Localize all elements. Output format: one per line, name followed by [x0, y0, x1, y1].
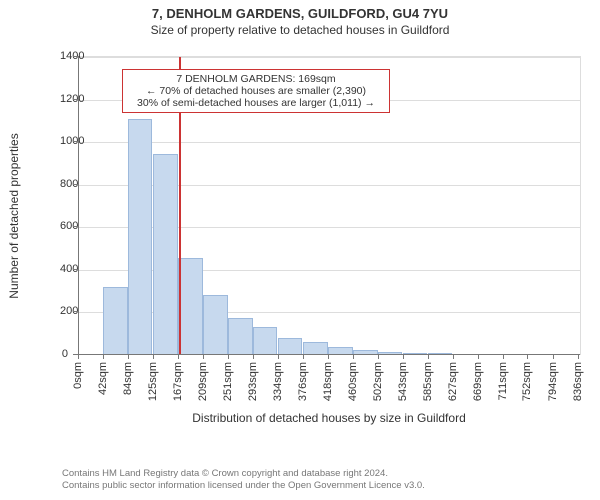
x-tick-label: 0sqm	[72, 362, 84, 389]
y-tick-label: 800	[60, 178, 68, 190]
footer-attribution: Contains HM Land Registry data © Crown c…	[62, 468, 425, 493]
x-tick-label: 836sqm	[572, 362, 584, 401]
info-box-line: ← 70% of detached houses are smaller (2,…	[131, 85, 381, 97]
y-axis-line	[78, 56, 79, 354]
info-box-line: 30% of semi-detached houses are larger (…	[131, 97, 381, 109]
chart-area: 7 DENHOLM GARDENS: 169sqm← 70% of detach…	[60, 52, 585, 452]
histogram-bar	[128, 119, 152, 355]
x-tick-label: 209sqm	[197, 362, 209, 401]
histogram-bar	[253, 327, 277, 355]
gridline	[78, 142, 580, 143]
x-tick-label: 794sqm	[547, 362, 559, 401]
x-tick-label: 376sqm	[297, 362, 309, 401]
x-tick-label: 251sqm	[222, 362, 234, 401]
y-tick-label: 1200	[60, 93, 68, 105]
y-tick-label: 1400	[60, 50, 68, 62]
histogram-bar	[153, 154, 178, 355]
x-tick-label: 418sqm	[322, 362, 334, 401]
x-tick-label: 669sqm	[472, 362, 484, 401]
x-tick-label: 543sqm	[397, 362, 409, 401]
histogram-bar	[203, 295, 228, 355]
x-tick-label: 42sqm	[97, 362, 109, 395]
x-tick-label: 711sqm	[497, 362, 509, 400]
x-tick-label: 125sqm	[147, 362, 159, 401]
y-tick-label: 400	[60, 263, 68, 275]
x-tick-label: 167sqm	[172, 362, 184, 401]
info-box-line: 7 DENHOLM GARDENS: 169sqm	[131, 73, 381, 85]
x-tick-label: 627sqm	[447, 362, 459, 401]
y-tick-label: 1000	[60, 135, 68, 147]
histogram-bar	[178, 258, 203, 355]
histogram-bar	[278, 338, 303, 355]
x-tick-label: 502sqm	[372, 362, 384, 401]
chart-subtitle: Size of property relative to detached ho…	[0, 23, 600, 37]
x-tick-label: 293sqm	[247, 362, 259, 401]
plot-area: 7 DENHOLM GARDENS: 169sqm← 70% of detach…	[78, 56, 581, 355]
y-axis-label: Number of detached properties	[7, 116, 21, 316]
x-axis-line	[78, 354, 580, 355]
x-tick-label: 752sqm	[521, 362, 533, 401]
x-tick-label: 585sqm	[422, 362, 434, 401]
histogram-bar	[228, 318, 253, 355]
x-tick-label: 460sqm	[347, 362, 359, 401]
y-tick-label: 600	[60, 220, 68, 232]
histogram-bar	[103, 287, 128, 355]
chart-title: 7, DENHOLM GARDENS, GUILDFORD, GU4 7YU	[0, 6, 600, 21]
x-axis-label: Distribution of detached houses by size …	[78, 411, 580, 425]
x-tick-label: 84sqm	[122, 362, 134, 395]
property-info-box: 7 DENHOLM GARDENS: 169sqm← 70% of detach…	[122, 69, 390, 113]
x-tick-label: 334sqm	[272, 362, 284, 401]
footer-line-2: Contains public sector information licen…	[62, 480, 425, 492]
y-tick-label: 0	[60, 348, 68, 360]
gridline	[78, 57, 580, 58]
footer-line-1: Contains HM Land Registry data © Crown c…	[62, 468, 425, 480]
y-tick-label: 200	[60, 305, 68, 317]
